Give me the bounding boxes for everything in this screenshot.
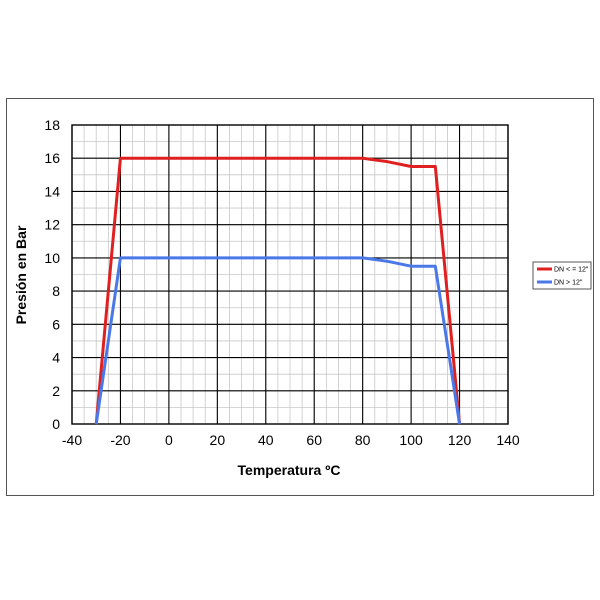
legend: DN < = 12" DN > 12" <box>532 261 592 290</box>
y-axis-title: Presión en Bar <box>13 225 29 324</box>
x-tick-label: 60 <box>306 432 322 448</box>
series-line-0 <box>94 156 462 425</box>
y-tick-label: 6 <box>52 316 60 332</box>
plot-area-border <box>71 124 509 425</box>
x-tick-label: -20 <box>110 432 130 448</box>
series-line-1 <box>94 256 462 425</box>
x-tick-label: 100 <box>399 432 423 448</box>
y-tick-label: 10 <box>44 250 60 266</box>
legend-box <box>532 261 592 290</box>
y-tick-label: 2 <box>52 383 60 399</box>
y-tick-label: 18 <box>44 117 60 133</box>
x-axis-title: Temperatura ºC <box>238 462 341 478</box>
y-tick-label: 14 <box>44 183 60 199</box>
y-axis-tick-labels: 0 2 4 6 8 10 12 14 16 18 <box>44 117 60 432</box>
series-lines <box>94 156 462 425</box>
x-tick-label: 40 <box>258 432 274 448</box>
y-tick-label: 4 <box>52 350 60 366</box>
legend-label-dn-large: DN > 12" <box>554 280 583 287</box>
y-tick-label: 0 <box>52 416 60 432</box>
y-tick-label: 8 <box>52 283 60 299</box>
legend-label-dn-small: DN < = 12" <box>554 267 589 274</box>
y-tick-label: 12 <box>44 217 60 233</box>
x-tick-label: 140 <box>496 432 520 448</box>
x-axis-tick-labels: -40 -20 0 20 40 60 80 100 120 140 <box>62 432 520 448</box>
minor-grid <box>71 124 509 425</box>
x-tick-label: 20 <box>210 432 226 448</box>
x-tick-label: 80 <box>355 432 371 448</box>
x-tick-label: -40 <box>62 432 82 448</box>
x-tick-label: 0 <box>165 432 173 448</box>
plot-border <box>71 124 509 425</box>
x-tick-label: 120 <box>448 432 472 448</box>
y-tick-label: 16 <box>44 150 60 166</box>
